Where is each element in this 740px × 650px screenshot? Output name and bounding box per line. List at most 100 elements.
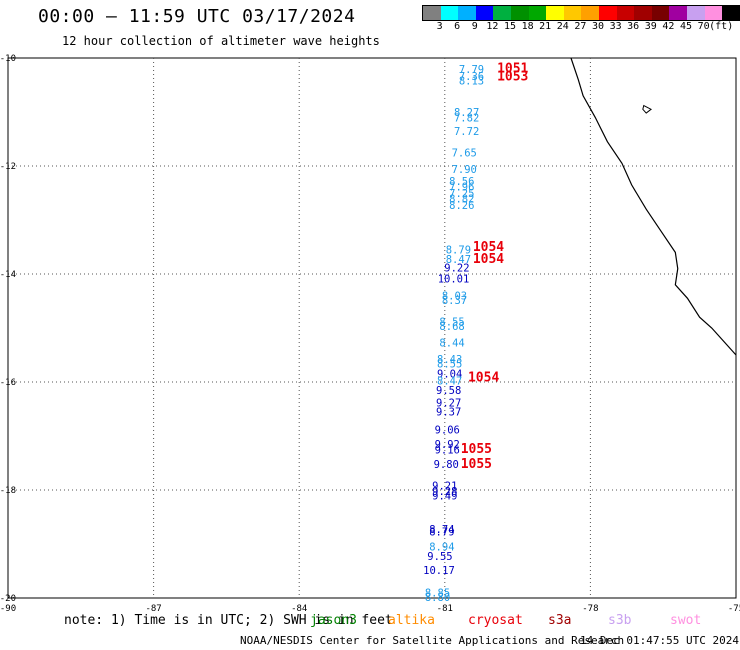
legend-jason3: jason3: [310, 613, 357, 628]
x-tick-label: -87: [145, 604, 161, 614]
wave-height-label: 9.22: [444, 263, 469, 275]
wave-height-label: 7.79: [459, 64, 484, 76]
scale-swatch: [651, 6, 670, 20]
scale-label: 33: [609, 21, 622, 32]
y-tick-label: -20: [0, 594, 16, 604]
wave-height-label: 9.06: [435, 425, 460, 437]
scale-swatch: [546, 6, 564, 20]
pressure-label: 1055: [461, 457, 492, 472]
scale-label: 39: [644, 21, 657, 32]
wave-height-label: 8.13: [459, 76, 484, 88]
pressure-label: 1054: [473, 252, 504, 267]
legend-swot: swot: [670, 613, 702, 628]
coastline: [570, 57, 737, 356]
wave-height-label: 8.27: [454, 107, 479, 119]
scale-label: 15: [503, 21, 517, 32]
wave-height-label: 8.37: [442, 295, 467, 307]
y-tick-label: -12: [0, 162, 16, 172]
wave-height-label: 9.58: [436, 385, 461, 397]
wave-height-label: 7.36: [459, 71, 484, 83]
footer-credit: NOAA/NESDIS Center for Satellite Applica…: [240, 634, 625, 647]
scale-swatch: [669, 6, 687, 20]
scale-swatch: [475, 6, 494, 20]
wave-height-label: 7.25: [449, 188, 474, 200]
wave-height-label: 8.03: [442, 291, 467, 303]
wave-height-label: 8.44: [439, 338, 464, 350]
wave-height-label: 9.27: [436, 398, 461, 410]
coastline-path: [570, 57, 737, 356]
scale-swatch: [563, 6, 582, 20]
scale-swatch: [686, 6, 705, 20]
pressure-label: 1051: [497, 62, 528, 77]
wave-height-label: 9.92: [435, 439, 460, 451]
scale-label: 27: [574, 21, 587, 32]
wave-height-label: 8.55: [439, 317, 464, 329]
scale-label: 6: [454, 21, 461, 32]
scale-label: 36: [627, 21, 640, 32]
scale-swatch: [598, 6, 617, 20]
wave-height-label: 7.96: [449, 182, 474, 194]
scale-label: 24: [556, 21, 569, 32]
wave-height-label: 7.65: [452, 148, 477, 160]
wave-height-label: 10.01: [438, 273, 470, 285]
wave-height-label: 9.49: [432, 490, 457, 502]
wave-height-label: 9.16: [435, 445, 460, 457]
wave-height-label: 9.04: [437, 368, 462, 380]
wave-height-label: 9.37: [436, 407, 461, 419]
scale-swatch: [493, 6, 511, 20]
scale-swatch: [458, 6, 476, 20]
scale-label: 21: [539, 21, 552, 32]
y-tick-label: -10: [0, 54, 16, 64]
scale-label: 3: [436, 21, 443, 32]
axis-ticks: -90 -87 -84 -81 -78 -75 -10 -12 -14 -16 -18 -20: [0, 54, 740, 614]
scale-swatch: [440, 6, 459, 20]
wave-height-label: 8.55: [437, 359, 462, 371]
wave-height-label: 8.85: [425, 588, 450, 600]
scale-swatch: [722, 6, 740, 20]
scale-label: 42: [662, 21, 675, 32]
wave-height-label: 9.80: [434, 459, 459, 471]
wave-height-label: 8.79: [429, 527, 454, 539]
wave-height-label: 8.79: [446, 245, 471, 257]
y-tick-label: -18: [0, 486, 16, 496]
y-tick-label: -14: [0, 270, 16, 280]
lat-lon-grid: [8, 58, 736, 598]
pressure-label: 1054: [473, 240, 504, 255]
island-outline: [642, 104, 652, 114]
scale-swatch: [634, 6, 652, 20]
scale-label: 70: [697, 21, 710, 32]
wave-height-label: 8.74: [429, 524, 454, 536]
x-tick-label: -81: [437, 604, 453, 614]
pressure-label: 1054: [468, 371, 499, 386]
scale-swatch: [581, 6, 599, 20]
wave-height-label: 8.47: [446, 254, 471, 266]
x-tick-label: -78: [582, 604, 598, 614]
wave-height-label: 8.82: [449, 193, 474, 205]
scale-label: 12: [486, 21, 499, 32]
x-tick-label: -75: [728, 604, 740, 614]
page-title: 00:00 — 11:59 UTC 03/17/2024: [38, 6, 356, 27]
x-tick-label: -90: [0, 604, 16, 614]
x-tick-label: -84: [291, 604, 307, 614]
scale-swatch: [510, 6, 529, 20]
scale-swatch: [704, 6, 723, 20]
legend-s3a: s3a: [548, 613, 572, 628]
y-tick-label: -16: [0, 378, 16, 388]
scale-label: 18: [521, 21, 534, 32]
legend-altika: altika: [388, 613, 435, 628]
scale-swatch: [616, 6, 635, 20]
legend-cryosat: cryosat: [468, 613, 523, 628]
wave-height-label: 8.43: [437, 354, 462, 366]
wave-height-label: 9.21: [432, 481, 457, 493]
scale-label: 30: [591, 21, 605, 32]
wave-height-label: 8.94: [429, 542, 454, 554]
wave-height-label: 7.82: [454, 112, 479, 124]
wave-height-label: 8.68: [439, 321, 464, 333]
pressure-label: 1055: [461, 442, 492, 457]
wave-height-label: 7.90: [452, 164, 477, 176]
color-scale-bar: [422, 5, 740, 21]
wave-height-label: 8.80: [425, 592, 450, 604]
